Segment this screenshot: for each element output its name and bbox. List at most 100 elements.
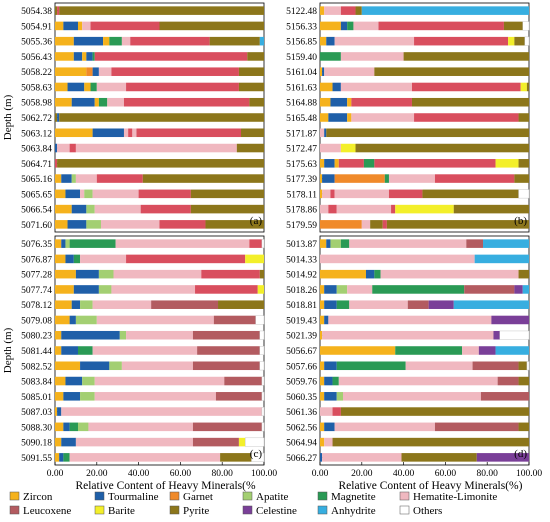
panel-c-bar-segment-hematite-limonite (92, 300, 152, 309)
panel-d-bar-segment-hematite-limonite (334, 422, 435, 432)
legend-swatch-apatite (242, 491, 253, 501)
panel-a-depth-label: 5066.54 (21, 206, 52, 216)
legend-label-magnetite: Magnetite (331, 491, 376, 503)
panel-a-bar-segment-red (140, 204, 191, 214)
panel-d-x-tick-label: 20.00 (351, 469, 373, 479)
panel-a-bar-segment-red (130, 36, 210, 46)
panel-c-bar-segment-others (255, 315, 265, 325)
panel-c-bar-segment-tourmaline (65, 376, 83, 386)
panel-c-bar-segment-others (244, 437, 265, 447)
panel-b-depth-label: 5161.63 (286, 83, 317, 93)
panel-d-depth-label: 5056.67 (286, 347, 317, 357)
panel-c-depth-label: 5080.23 (21, 332, 52, 342)
panel-b-bar-segment-pyrite (355, 143, 529, 153)
panel-a-bar-segment-pyrite (236, 143, 264, 153)
panel-d-bar-segment-pyrite (401, 453, 477, 462)
panel-a-bar-segment-pyrite (247, 52, 264, 61)
panel-b-bar-segment-pyrite (514, 174, 529, 183)
panel-b-bar-segment-hematite-limonite (336, 204, 392, 214)
panel-b-depth-label: 5175.63 (286, 160, 317, 170)
panel-c-bar-segment-tourmaline (63, 422, 70, 432)
panel-a-bar-segment-red (159, 220, 206, 229)
legend-label-hematite-limonite: Hematite-Limonite (413, 491, 497, 503)
panel-a-bar-segment-zircon (55, 36, 74, 46)
panel-c-bar-segment-others (261, 376, 265, 386)
panel-b-bar-segment-red (382, 220, 387, 229)
panel-c-bar-segment-pyrite (220, 453, 252, 462)
panel-d-depth-label: 5059.76 (286, 378, 317, 388)
panel-a-bar-segment-zircon (55, 204, 72, 214)
panel-c-bar-segment-leucoxene (213, 315, 256, 325)
panel-d-bar-segment-anhydrite (522, 285, 529, 294)
panel-b-bar-segment-pyrite (403, 52, 529, 61)
panel-b-bar-segment-hematite-limonite (388, 174, 435, 183)
panel-b-bar-segment-zircon (334, 159, 339, 168)
panel-a-bar-segment-pyrite (209, 36, 260, 46)
panel-d-bar-segment-tourmaline (324, 422, 335, 432)
legend-swatch-celestine (242, 505, 253, 515)
panel-c-x-tick-label: 40.00 (128, 469, 150, 479)
legend-label-barite: Barite (108, 505, 135, 517)
panel-a-bar-segment-zircon (82, 52, 87, 61)
panel-b-bar-segment-zircon (320, 36, 327, 46)
panel-d-bar-segment-leucoxene (466, 239, 484, 248)
panel-a-bar-segment-tourmaline (67, 220, 87, 229)
panel-d-bar-segment-hematite-limonite (405, 361, 473, 371)
panel-c-bar-segment-hematite-limonite (113, 269, 202, 279)
panel-c-bar-segment-magnetite (69, 239, 116, 248)
panel-d-bar-segment-tourmaline (324, 285, 337, 294)
panel-a-bar-segment-magnetite (98, 97, 108, 107)
panel-a-bar-segment-hematite-limonite (75, 143, 237, 153)
panel-b-bar-segment-barite (340, 143, 356, 153)
panel-c-depth-label: 5077.28 (21, 271, 52, 281)
panel-b-bar-segment-red (328, 204, 337, 214)
panel-d-bar-segment-anhydrite (453, 300, 529, 309)
panel-c-bar-segment-apatite (77, 422, 89, 432)
panel-a-bar-segment-hematite-limonite (94, 204, 141, 214)
panel-b-bar-segment-pyrite (422, 189, 519, 199)
panel-a-bar-segment-pyrite (238, 67, 264, 76)
panel-b-depth-label: 5159.40 (286, 53, 317, 63)
panel-c-bar-segment-magnetite (69, 422, 78, 432)
panel-d-depth-label: 5064.94 (286, 439, 317, 449)
panel-d-bar-segment-celestine (493, 330, 500, 340)
panel-a-bar-segment-zircon (55, 82, 68, 92)
panel-d-bar-segment-magnetite (395, 346, 463, 355)
panel-c-bar-segment-others (261, 422, 265, 432)
panel-a-bar-segment-tourmaline (61, 174, 72, 183)
panel-a-bar-segment-tourmaline (73, 36, 104, 46)
panel-c-bar-segment-hematite-limonite (115, 239, 250, 248)
panel-a-bar-segment-apatite (86, 204, 95, 214)
panel-b-bar-segment-red (434, 174, 515, 183)
panel-c-depth-label: 5081.44 (21, 347, 52, 357)
panel-a-bar-segment-red (90, 21, 160, 31)
legend-label-tourmaline: Tourmaline (108, 491, 159, 503)
panel-c-bar-segment-tourmaline (69, 315, 76, 325)
panel-b-bar-segment-pyrite (518, 113, 529, 122)
panel-c-bar-segment-red (195, 285, 258, 294)
panel-a-bar-segment-hematite-limonite (98, 67, 112, 76)
panel-c-depth-label: 5090.18 (21, 439, 52, 449)
panel-d-depth-label: 5021.39 (286, 332, 317, 342)
panel-b-bar-segment-zircon (320, 189, 323, 199)
panel-a-bar-segment-apatite (84, 189, 93, 199)
panel-b-bar-segment-red (338, 159, 364, 168)
panel-d-bar-segment-zircon (320, 361, 325, 371)
panel-c-depth-label: 5085.01 (21, 393, 52, 403)
panel-b-bar-segment-red (351, 97, 412, 107)
panel-b-bar-segment-red (414, 113, 519, 122)
panel-d-depth-label: 5018.26 (286, 286, 317, 296)
panel-c-bar-segment-hematite-limonite (96, 315, 214, 325)
legend-label-garnet: Garnet (183, 491, 213, 503)
panel-b-bar-segment-pyrite (518, 159, 529, 168)
panel-d-bar-segment-celestine (428, 300, 454, 309)
panel-c-bar-segment-tourmaline (73, 285, 99, 294)
panel-d-x-tick-label: 40.00 (393, 469, 415, 479)
panel-d-depth-label: 5014.92 (286, 271, 317, 281)
panel-d-depth-label: 5057.66 (286, 362, 317, 372)
panel-a-depth-label: 5055.36 (21, 38, 52, 48)
panel-a-bar-segment-zircon (84, 82, 91, 92)
panel-a-depth-label: 5064.71 (21, 160, 52, 170)
panel-a-bar-segment-tourmaline (65, 189, 81, 199)
legend-swatch-pyrite (169, 505, 180, 515)
